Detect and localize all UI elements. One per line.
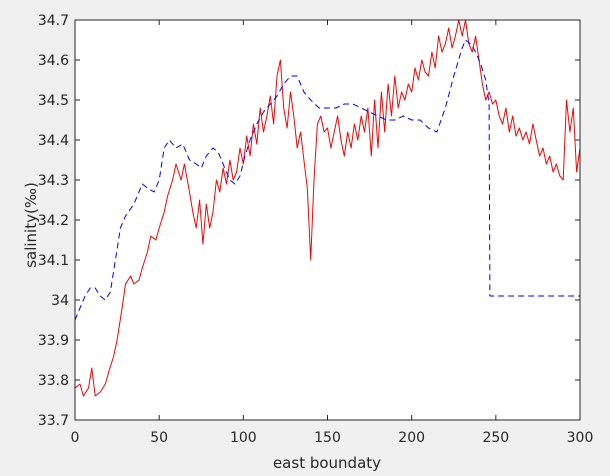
plot-area [74,19,581,397]
y-axis-label: salinity(‰) [22,182,40,268]
y-tick-label: 34 [51,293,69,309]
y-tick-label: 34.4 [38,133,69,149]
x-tick-labels: 0 50 100 150 200 250 300 [71,430,594,446]
y-tick-label: 33.9 [38,333,69,349]
y-tick-label: 34.7 [38,13,69,29]
series-line-solid-red [74,19,581,397]
y-tick-label: 34.6 [38,53,69,69]
x-tick-label: 100 [230,430,257,446]
x-tick-label: 50 [150,430,168,446]
x-tick-label: 300 [567,430,594,446]
x-tick-label: 250 [482,430,509,446]
y-tick-label: 34.1 [38,253,69,269]
x-tick-label: 0 [71,430,80,446]
axes-box [74,19,581,421]
y-tick-labels: 33.7 33.8 33.9 34 34.1 34.2 34.3 34.4 34.5 34.6 34… [38,13,69,429]
x-axis-label: east boundaty [273,454,381,472]
x-tick-label: 200 [398,430,425,446]
y-tick-label: 34.5 [38,93,69,109]
x-tick-label: 150 [314,430,341,446]
series-line-dashed-blue [74,39,580,321]
y-tick-label: 34.3 [38,173,69,189]
y-tick-label: 33.7 [38,413,69,429]
axes-background [75,20,580,420]
y-tick-label: 34.2 [38,213,69,229]
y-tick-label: 33.8 [38,373,69,389]
